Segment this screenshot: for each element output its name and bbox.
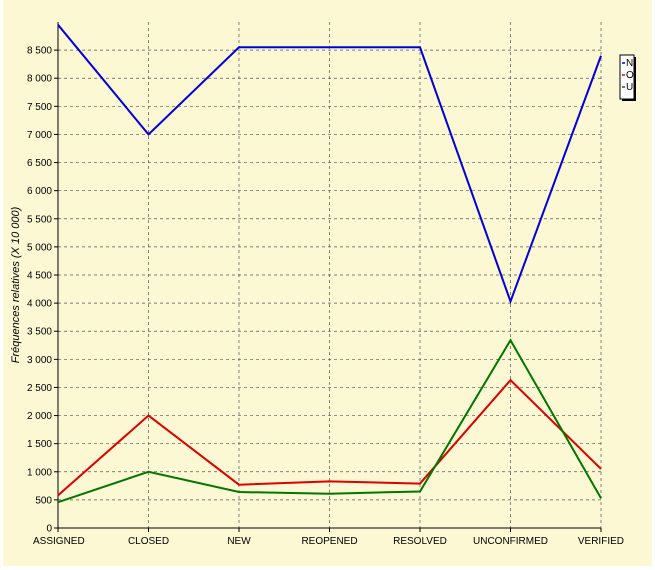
y-tick-label: 7 500 — [27, 102, 52, 113]
y-tick-label: 6 000 — [27, 186, 52, 197]
y-tick-label: 5 000 — [27, 242, 52, 253]
y-tick-label: 3 000 — [27, 355, 52, 366]
y-tick-label: 4 500 — [27, 271, 52, 282]
y-tick-label: 3 500 — [27, 327, 52, 338]
legend-label-o: O — [626, 70, 634, 81]
x-tick-label: VERIFIED — [578, 536, 624, 547]
series-line-o — [57, 378, 602, 497]
y-tick-label: 6 500 — [27, 158, 52, 169]
legend: NOU — [619, 54, 636, 101]
series-line-u — [57, 338, 602, 504]
legend-box — [619, 54, 635, 100]
axes — [57, 22, 601, 529]
x-tick-label: NEW — [227, 536, 251, 547]
legend-label-n: N — [626, 58, 633, 69]
y-axis-label: Fréquences relatives (X 10 000) — [10, 206, 22, 363]
series-lines — [57, 24, 602, 504]
x-tick-label: RESOLVED — [393, 536, 447, 547]
y-tick-label: 2 500 — [27, 383, 52, 394]
y-tick-label: 1 500 — [27, 439, 52, 450]
y-tick-label: 8 000 — [27, 74, 52, 85]
grid-lines — [58, 22, 602, 528]
y-axis-ticks: 0 500 1 000 1 500 2 000 2 500 3 000 3 500 4 000 4… — [27, 46, 58, 535]
y-tick-label: 8 500 — [27, 46, 52, 57]
y-tick-label: 4 000 — [27, 299, 52, 310]
line-chart: 0 500 1 000 1 500 2 000 2 500 3 000 3 500 4 000 4… — [10, 22, 636, 547]
x-tick-label: ASSIGNED — [33, 536, 85, 547]
x-tick-label: REOPENED — [301, 536, 357, 547]
y-tick-label: 1 000 — [27, 467, 52, 478]
y-tick-label: 0 — [46, 524, 52, 535]
y-tick-label: 500 — [35, 495, 52, 506]
chart-frame: 0 500 1 000 1 500 2 000 2 500 3 000 3 500 4 000 4… — [3, 0, 652, 566]
y-tick-label: 2 000 — [27, 411, 52, 422]
y-tick-label: 7 000 — [27, 130, 52, 141]
x-axis-ticks: ASSIGNED CLOSED NEW REOPENED RESOLVED UNCONFI… — [33, 528, 624, 547]
x-tick-label: UNCONFIRMED — [473, 536, 548, 547]
legend-label-u: U — [626, 82, 633, 93]
y-tick-label: 5 500 — [27, 214, 52, 225]
x-tick-label: CLOSED — [128, 536, 169, 547]
series-line-n — [57, 24, 602, 305]
